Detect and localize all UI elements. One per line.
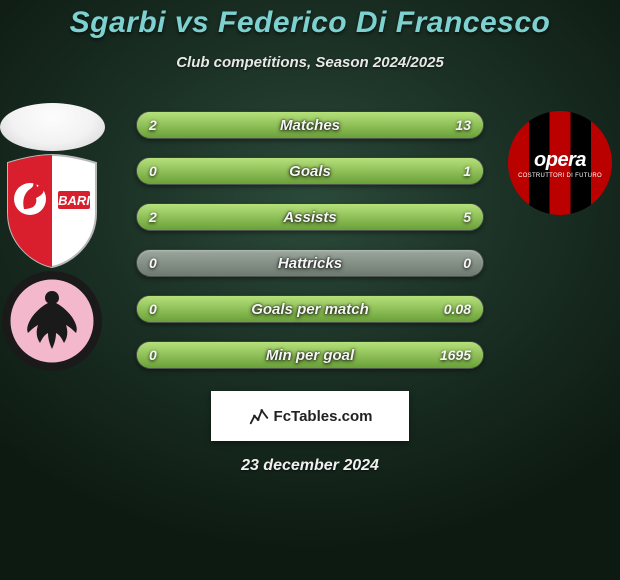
- date-text: 23 december 2024: [0, 457, 620, 475]
- stat-value-left: 0: [149, 158, 157, 184]
- stat-row: 01Goals: [136, 157, 484, 185]
- svg-text:BARI: BARI: [58, 193, 90, 208]
- stat-value-left: 0: [149, 250, 157, 276]
- attribution-text: FcTables.com: [274, 408, 373, 425]
- stat-row: 01695Min per goal: [136, 341, 484, 369]
- stat-fill-right: [237, 204, 483, 230]
- stat-value-left: 2: [149, 204, 157, 230]
- stat-value-right: 13: [455, 112, 471, 138]
- stat-row: 25Assists: [136, 203, 484, 231]
- player-photo-right: COSTRUTTORI DI FUTURO: [508, 111, 612, 215]
- stat-bars: 213Matches01Goals25Assists00Hattricks00.…: [136, 111, 484, 387]
- stat-value-right: 1695: [440, 342, 471, 368]
- page-title: Sgarbi vs Federico Di Francesco: [0, 6, 620, 40]
- stat-row: 213Matches: [136, 111, 484, 139]
- stat-row: 0 0Hattricks: [136, 249, 484, 277]
- stat-fill-left: [137, 112, 182, 138]
- stats-icon: [248, 405, 270, 427]
- stat-fill-right: [137, 158, 483, 184]
- stat-fill-right: [137, 342, 483, 368]
- jersey-subtext: COSTRUTTORI DI FUTURO: [508, 173, 612, 179]
- stat-value-right: 0.08: [444, 296, 471, 322]
- stats-area: COSTRUTTORI DI FUTURO BARI: [0, 103, 620, 373]
- stat-value-left: 0: [149, 296, 157, 322]
- stat-fill-right: [137, 296, 483, 322]
- club-logo-right: CITTA DI PALERMO: [0, 269, 104, 373]
- stat-value-left: 2: [149, 112, 157, 138]
- attribution-badge: FcTables.com: [211, 391, 409, 441]
- stat-fill-right: [182, 112, 483, 138]
- stat-value-left: 0: [149, 342, 157, 368]
- player-photo-left: [0, 103, 105, 151]
- stat-value-right: 1: [463, 158, 471, 184]
- subtitle: Club competitions, Season 2024/2025: [0, 54, 620, 71]
- club-logo-left: BARI: [0, 151, 104, 269]
- stat-row: 00.08Goals per match: [136, 295, 484, 323]
- stat-label: Hattricks: [137, 250, 483, 276]
- stat-value-right: 0: [463, 250, 471, 276]
- stat-value-right: 5: [463, 204, 471, 230]
